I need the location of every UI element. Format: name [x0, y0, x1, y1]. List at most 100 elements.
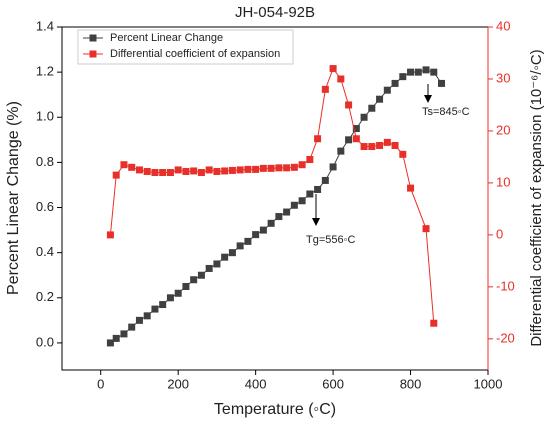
y-tick-label: 0.2	[36, 289, 54, 304]
data-point	[321, 176, 329, 184]
arrow-head	[312, 218, 320, 226]
data-point	[221, 167, 229, 175]
x-tick-label: 600	[322, 376, 344, 391]
data-point	[407, 184, 415, 192]
legend-marker	[89, 34, 97, 42]
y2-axis-label: Differential coefficient of expansion (1…	[528, 49, 545, 346]
data-point	[259, 226, 267, 234]
data-point	[267, 219, 275, 227]
data-point	[159, 301, 167, 309]
y-tick-label: 0.6	[36, 199, 54, 214]
data-point	[205, 264, 213, 272]
data-point	[252, 165, 260, 173]
data-point	[112, 334, 120, 342]
data-point	[407, 68, 415, 76]
data-point	[283, 208, 291, 216]
annotation: Tg=556◦C	[306, 234, 356, 246]
data-point	[290, 201, 298, 209]
data-point	[275, 164, 283, 172]
data-point	[197, 271, 205, 279]
y2-tick-label: 0	[496, 226, 503, 241]
data-point	[244, 237, 252, 245]
data-point	[197, 169, 205, 177]
data-point	[159, 169, 167, 177]
data-point	[174, 166, 182, 174]
data-point	[298, 161, 306, 169]
data-point	[438, 79, 446, 87]
data-point	[213, 167, 221, 175]
data-point	[306, 156, 314, 164]
y-tick-label: 1.4	[36, 18, 54, 33]
data-point	[228, 166, 236, 174]
data-point	[391, 141, 399, 149]
data-point	[236, 242, 244, 250]
data-point	[205, 166, 213, 174]
data-point	[321, 85, 329, 93]
data-point	[182, 167, 190, 175]
data-point	[128, 323, 136, 331]
data-point	[376, 95, 384, 103]
data-point	[368, 104, 376, 112]
data-point	[151, 305, 159, 313]
data-point	[430, 68, 438, 76]
data-point	[337, 75, 345, 83]
y-tick-label: 1.2	[36, 64, 54, 79]
data-point	[135, 316, 143, 324]
data-point	[283, 164, 291, 172]
data-point	[106, 231, 114, 239]
data-point	[236, 166, 244, 174]
data-point	[314, 135, 322, 143]
data-point	[135, 166, 143, 174]
y-tick-label: 0.4	[36, 244, 54, 259]
data-point	[213, 260, 221, 268]
data-point	[143, 312, 151, 320]
data-point	[399, 150, 407, 158]
data-point	[128, 163, 136, 171]
data-point	[368, 143, 376, 151]
x-tick-label: 0	[97, 376, 104, 391]
data-point	[345, 136, 353, 144]
data-point	[112, 171, 120, 179]
data-point	[352, 125, 360, 133]
data-point	[383, 86, 391, 94]
data-point	[391, 79, 399, 87]
x-tick-label: 800	[400, 376, 422, 391]
data-point	[298, 197, 306, 205]
data-point	[120, 161, 128, 169]
series-line	[109, 67, 435, 324]
data-point	[106, 339, 114, 347]
data-point	[360, 143, 368, 151]
y-axis-label: Percent Linear Change (%)	[5, 101, 22, 295]
data-point	[166, 294, 174, 302]
data-point	[174, 289, 182, 297]
chart-title: JH-054-92B	[235, 4, 315, 21]
data-point	[259, 164, 267, 172]
data-point	[151, 169, 159, 177]
y2-tick-label: -10	[496, 278, 515, 293]
data-point	[422, 225, 430, 233]
data-point	[360, 113, 368, 121]
y2-tick-label: 10	[496, 174, 510, 189]
data-point	[228, 249, 236, 257]
data-point	[267, 164, 275, 172]
y-tick-label: 1.0	[36, 109, 54, 124]
y-tick-label: 0.0	[36, 334, 54, 349]
data-point	[422, 66, 430, 74]
data-point	[314, 185, 322, 193]
annotation: Ts=845◦C	[422, 106, 470, 118]
legend-marker	[89, 50, 97, 58]
data-point	[252, 231, 260, 239]
data-point	[221, 253, 229, 261]
data-point	[244, 165, 252, 173]
data-point	[345, 101, 353, 109]
data-point	[275, 213, 283, 221]
data-point	[120, 330, 128, 338]
data-point	[399, 73, 407, 81]
data-point	[430, 319, 438, 327]
data-point	[376, 141, 384, 149]
x-tick-label: 200	[167, 376, 189, 391]
data-point	[383, 138, 391, 146]
data-point	[166, 169, 174, 177]
data-point	[290, 163, 298, 171]
